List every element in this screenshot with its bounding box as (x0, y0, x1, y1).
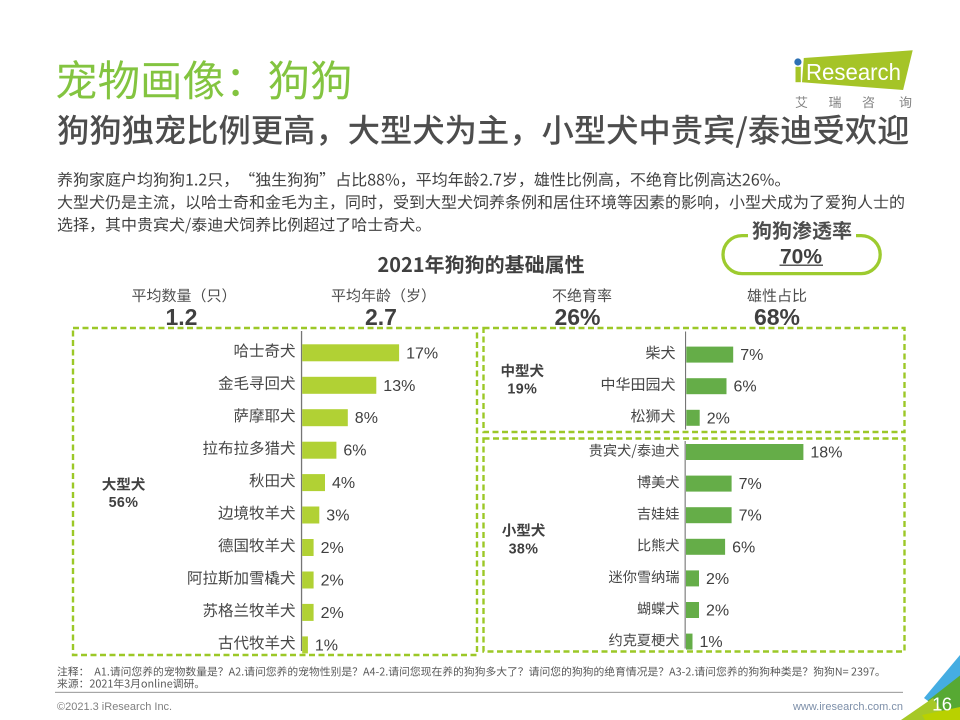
svg-text:7%: 7% (740, 347, 763, 364)
svg-text:26%: 26% (554, 304, 600, 330)
svg-text:Research: Research (806, 59, 901, 85)
svg-text:2%: 2% (321, 573, 344, 590)
svg-text:8%: 8% (355, 410, 378, 427)
svg-text:7%: 7% (739, 476, 762, 493)
svg-text:6%: 6% (732, 539, 755, 556)
svg-text:7%: 7% (739, 508, 762, 525)
svg-text:38%: 38% (509, 542, 539, 558)
svg-text:1%: 1% (700, 634, 723, 651)
svg-text:2.7: 2.7 (365, 304, 397, 330)
svg-text:19%: 19% (507, 382, 537, 398)
svg-text:©2021.3 iResearch Inc.: ©2021.3 iResearch Inc. (57, 701, 172, 713)
svg-text:1%: 1% (315, 637, 338, 654)
svg-text:68%: 68% (754, 304, 800, 330)
svg-text:2%: 2% (706, 603, 729, 620)
svg-text:2%: 2% (706, 571, 729, 588)
svg-text:17%: 17% (406, 345, 438, 362)
svg-text:13%: 13% (383, 378, 415, 395)
svg-text:3%: 3% (326, 508, 349, 525)
svg-text:2%: 2% (321, 540, 344, 557)
svg-text:56%: 56% (109, 495, 139, 511)
svg-text:2%: 2% (321, 605, 344, 622)
svg-text:1.2: 1.2 (166, 304, 198, 330)
svg-text:70%: 70% (780, 246, 822, 269)
svg-text:2%: 2% (707, 410, 730, 427)
svg-text:6%: 6% (734, 379, 757, 396)
svg-text:4%: 4% (332, 475, 355, 492)
svg-text:18%: 18% (810, 445, 842, 462)
svg-text:www.iresearch.com.cn: www.iresearch.com.cn (792, 701, 903, 713)
svg-text:16: 16 (932, 694, 952, 715)
svg-text:6%: 6% (343, 443, 366, 460)
